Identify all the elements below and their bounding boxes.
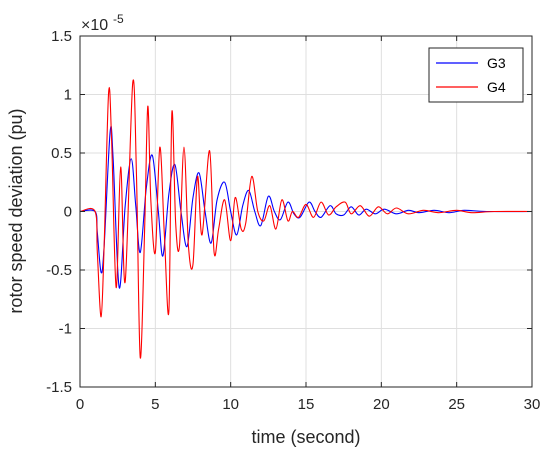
- y-scale-exponent-base: ×10: [81, 17, 108, 34]
- y-tick-label: 0.5: [51, 145, 72, 162]
- tick-labels: 0 5 10 15 20 25 30 -1.5 -1 -0.5 0 0.5 1 1.5: [46, 28, 540, 413]
- legend-box: [428, 47, 524, 103]
- x-tick-label: 0: [76, 396, 84, 413]
- y-tick-label: -1.5: [46, 379, 72, 396]
- y-tick-label: -1: [59, 321, 72, 338]
- y-scale-exponent: ×10 -5: [81, 12, 124, 34]
- y-axis-label: rotor speed deviation (pu): [6, 108, 26, 313]
- x-tick-label: 20: [373, 396, 390, 413]
- y-tick-label: 1.5: [51, 28, 72, 45]
- series-line-g4: [79, 79, 533, 359]
- y-tick-label: -0.5: [46, 262, 72, 279]
- y-scale-exponent-power: -5: [113, 12, 124, 26]
- x-axis-label: time (second): [251, 427, 360, 447]
- y-tick-label: 0: [64, 204, 72, 221]
- x-tick-label: 25: [448, 396, 465, 413]
- x-tick-label: 30: [524, 396, 541, 413]
- legend-label-g4: G4: [487, 79, 506, 95]
- y-tick-label: 1: [64, 87, 72, 104]
- x-tick-label: 15: [298, 396, 315, 413]
- x-tick-label: 10: [222, 396, 239, 413]
- ticks: [79, 35, 533, 388]
- series-layer: [79, 79, 533, 359]
- legend-label-g3: G3: [487, 55, 506, 71]
- x-tick-label: 5: [151, 396, 159, 413]
- legend: G3 G4: [428, 47, 524, 103]
